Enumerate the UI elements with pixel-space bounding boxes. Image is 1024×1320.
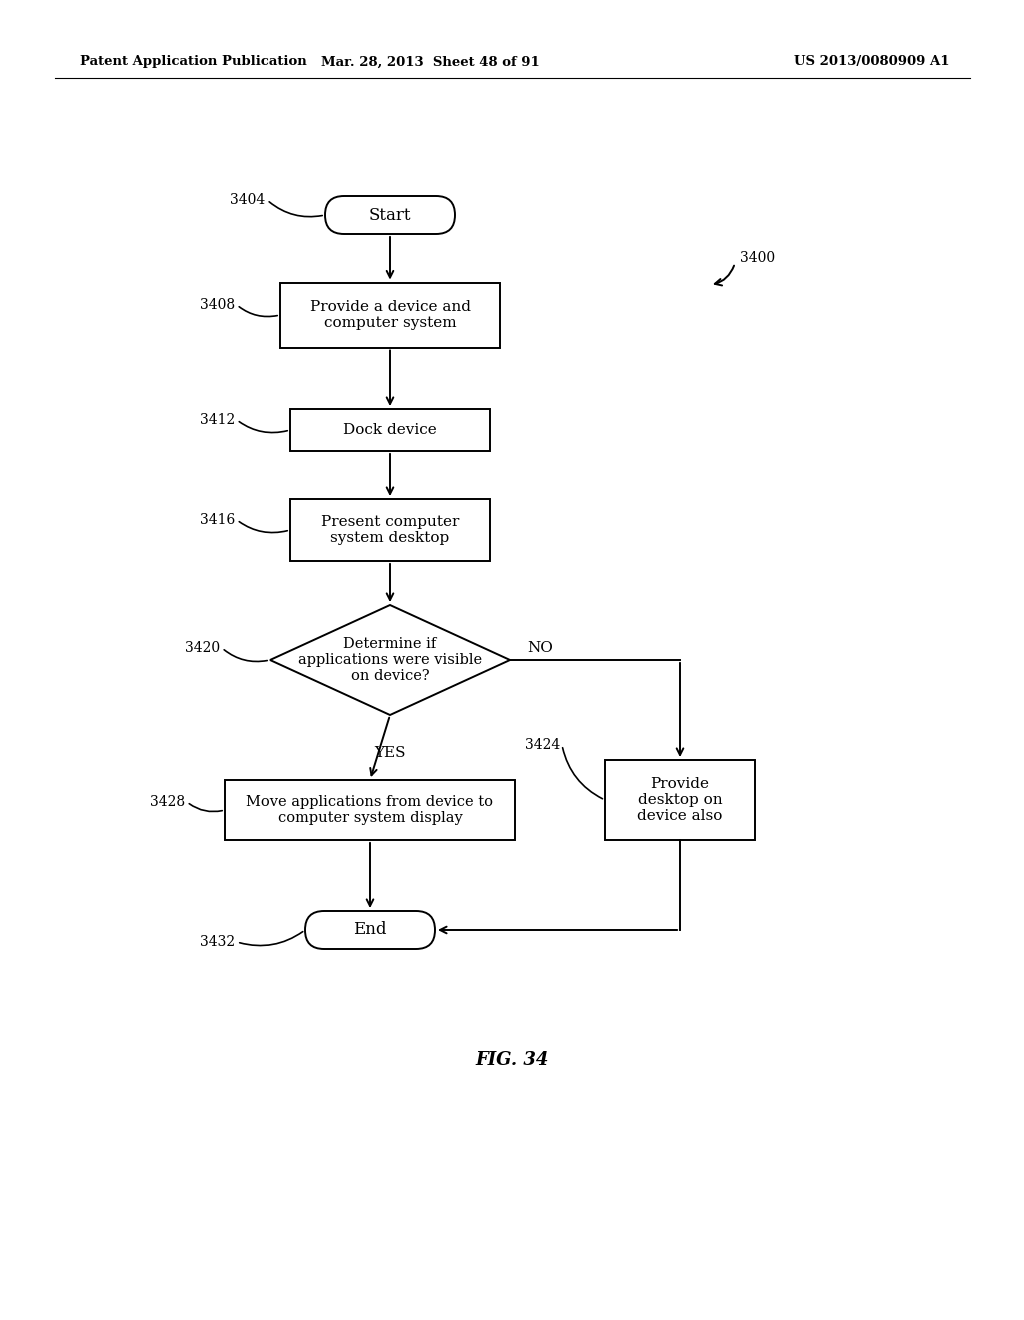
Text: US 2013/0080909 A1: US 2013/0080909 A1 [795, 55, 950, 69]
Text: Mar. 28, 2013  Sheet 48 of 91: Mar. 28, 2013 Sheet 48 of 91 [321, 55, 540, 69]
Text: 3400: 3400 [740, 251, 775, 265]
Text: Provide a device and
computer system: Provide a device and computer system [309, 300, 470, 330]
Bar [605, 760, 755, 840]
Text: 3416: 3416 [200, 513, 234, 527]
Text: YES: YES [374, 746, 406, 760]
Bar [290, 499, 490, 561]
Text: NO: NO [527, 642, 553, 655]
Text: Patent Application Publication: Patent Application Publication [80, 55, 307, 69]
Bar [225, 780, 515, 840]
Text: Start: Start [369, 206, 412, 223]
Text: 3428: 3428 [150, 795, 185, 809]
Polygon shape [270, 605, 510, 715]
Text: Provide
desktop on
device also: Provide desktop on device also [637, 776, 723, 824]
Text: Present computer
system desktop: Present computer system desktop [321, 515, 459, 545]
Text: 3420: 3420 [185, 642, 220, 655]
Bar [290, 409, 490, 451]
Text: FIG. 34: FIG. 34 [475, 1051, 549, 1069]
Text: End: End [353, 921, 387, 939]
Bar [280, 282, 500, 347]
Text: Dock device: Dock device [343, 422, 437, 437]
Text: 3432: 3432 [200, 935, 234, 949]
Text: 3404: 3404 [229, 193, 265, 207]
Text: Determine if
applications were visible
on device?: Determine if applications were visible o… [298, 636, 482, 684]
FancyBboxPatch shape [325, 195, 455, 234]
Text: 3408: 3408 [200, 298, 234, 312]
FancyBboxPatch shape [305, 911, 435, 949]
Text: Move applications from device to
computer system display: Move applications from device to compute… [247, 795, 494, 825]
Text: 3424: 3424 [524, 738, 560, 752]
Text: 3412: 3412 [200, 413, 234, 426]
